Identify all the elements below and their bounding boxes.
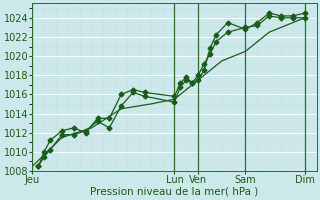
X-axis label: Pression niveau de la mer( hPa ): Pression niveau de la mer( hPa ) (90, 187, 259, 197)
